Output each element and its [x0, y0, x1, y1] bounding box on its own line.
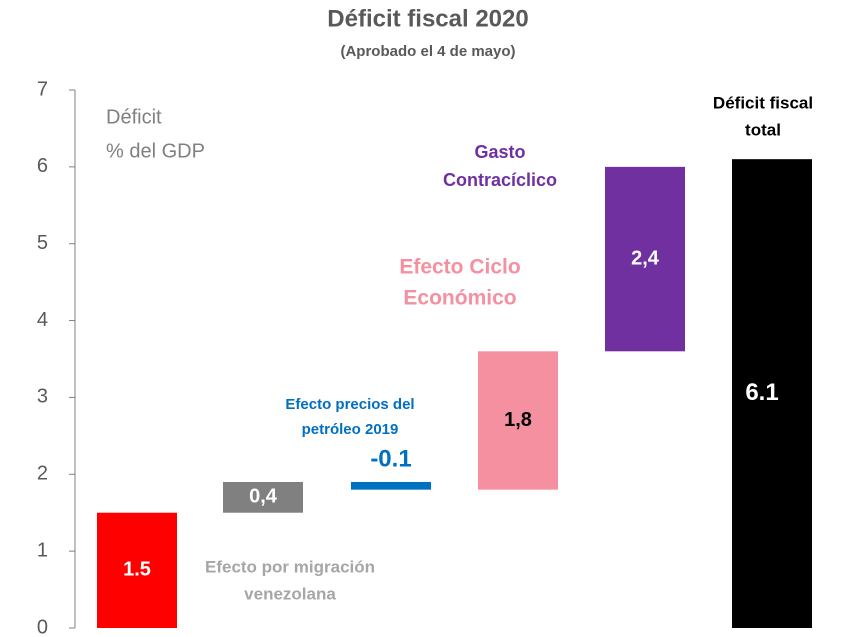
y-tick-label: 2	[37, 463, 48, 485]
y-tick-label: 7	[37, 78, 48, 100]
y-tick-label: 1	[37, 539, 48, 561]
y-tick-label: 6	[37, 155, 48, 177]
category-label: Económico	[403, 287, 516, 310]
bar	[732, 159, 812, 628]
y-tick-label: 0	[37, 616, 48, 637]
y-tick-label: 4	[37, 309, 48, 331]
bar	[223, 481, 303, 513]
y-tick-label: 3	[37, 386, 48, 408]
value-label: 1,8	[504, 409, 532, 431]
value-label: -0.1	[370, 445, 411, 472]
category-label: Contracíclico	[443, 170, 557, 190]
value-label: 6.1	[745, 379, 778, 406]
y-tick-label: 5	[37, 232, 48, 254]
category-label: Déficit fiscal	[713, 93, 813, 112]
value-label: 1.5	[123, 559, 151, 581]
category-label: Efecto Ciclo	[399, 256, 520, 279]
bar	[605, 166, 685, 352]
category-label: Gasto	[474, 142, 525, 162]
bar	[478, 351, 558, 490]
bar	[97, 512, 177, 628]
category-label: venezolana	[244, 584, 336, 603]
category-label: Efecto por migración	[205, 557, 375, 576]
category-label: Efecto precios del	[285, 396, 414, 413]
category-label: total	[745, 120, 781, 139]
chart-title: Déficit fiscal 2020	[327, 5, 528, 32]
category-label: petróleo 2019	[302, 421, 399, 438]
y-label: % del GDP	[106, 140, 205, 162]
value-label: 0,4	[249, 486, 278, 508]
chart-subtitle: (Aprobado el 4 de mayo)	[340, 43, 515, 60]
y-label: Déficit	[106, 106, 162, 128]
bar	[351, 481, 431, 490]
value-label: 2,4	[631, 247, 660, 269]
